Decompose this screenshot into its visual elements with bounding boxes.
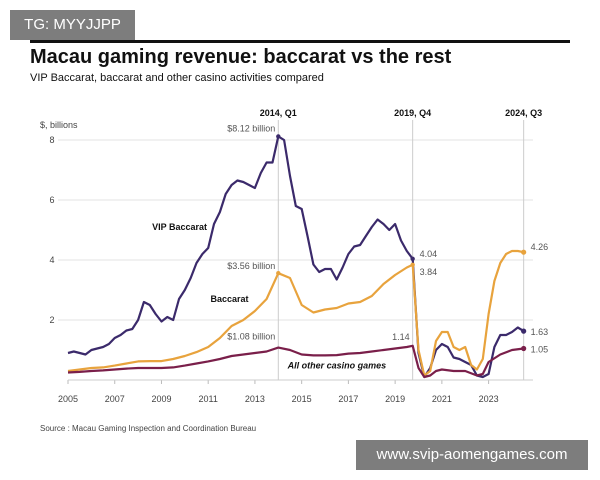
value-annotation: 1.05	[531, 345, 549, 355]
series-end-point-1	[521, 249, 527, 255]
series-label-2: All other casino games	[287, 361, 387, 371]
series-line-0	[67, 135, 525, 379]
y-tick-label: 4	[49, 255, 54, 265]
y-tick-label: 6	[49, 195, 54, 205]
series-lines	[67, 135, 525, 379]
value-annotations: $8.12 billion $3.56 billion $1.08 billion 4…	[227, 123, 548, 354]
x-tick-label: 2017	[338, 394, 358, 404]
watermark-top-left: TG: MYYJJPP	[10, 10, 135, 40]
x-tick-label: 2007	[105, 394, 125, 404]
chart-title: Macau gaming revenue: baccarat vs the re…	[30, 46, 452, 68]
series-label-1: Baccarat	[211, 294, 249, 304]
y-tick-label: 2	[49, 315, 54, 325]
y-axis-ticks: 2 4 6 8	[49, 135, 54, 325]
series-labels: VIP Baccarat Baccarat All other casino gam…	[152, 222, 386, 371]
x-tick-label: 2009	[151, 394, 171, 404]
x-tick-label: 2021	[432, 394, 452, 404]
key-point	[276, 271, 281, 276]
period-marker-label: 2019, Q4	[394, 108, 431, 118]
period-marker-label: 2014, Q1	[260, 108, 297, 118]
series-label-0: VIP Baccarat	[152, 222, 207, 232]
value-annotation: $8.12 billion	[227, 123, 275, 133]
value-annotation: 3.84	[420, 267, 438, 277]
x-tick-label: 2011	[199, 394, 218, 404]
end-points	[276, 134, 527, 352]
x-tick-label: 2013	[245, 394, 265, 404]
x-axis-ticks: 2005 2007 2009 2011 2013 2015 2017 2019 2021 2023	[58, 380, 499, 404]
value-annotation: 1.63	[531, 327, 549, 337]
y-axis-label: $, billions	[40, 120, 78, 130]
key-point	[410, 262, 415, 267]
value-annotation: $3.56 billion	[227, 261, 275, 271]
x-tick-label: 2019	[385, 394, 405, 404]
x-tick-label: 2015	[292, 394, 312, 404]
value-annotation: $1.08 billion	[227, 332, 275, 342]
series-end-point-0	[521, 328, 527, 334]
chart-subtitle: VIP Baccarat, baccarat and other casino …	[30, 72, 324, 84]
source-note: Source : Macau Gaming Inspection and Coo…	[40, 424, 257, 433]
key-point	[276, 134, 281, 139]
period-marker-label: 2024, Q3	[505, 108, 542, 118]
key-point	[410, 256, 415, 261]
x-tick-label: 2023	[479, 394, 499, 404]
series-end-point-2	[521, 345, 527, 352]
series-line-2	[67, 344, 524, 379]
series-line-1	[67, 249, 524, 377]
value-annotation: 4.04	[420, 249, 438, 259]
watermark-bottom-right: www.svip-aomengames.com	[356, 440, 588, 470]
title-rule	[30, 40, 570, 43]
value-annotation: 4.26	[531, 242, 549, 252]
value-annotation: 1.14	[392, 332, 410, 342]
y-tick-label: 8	[49, 135, 54, 145]
x-tick-label: 2005	[58, 394, 78, 404]
